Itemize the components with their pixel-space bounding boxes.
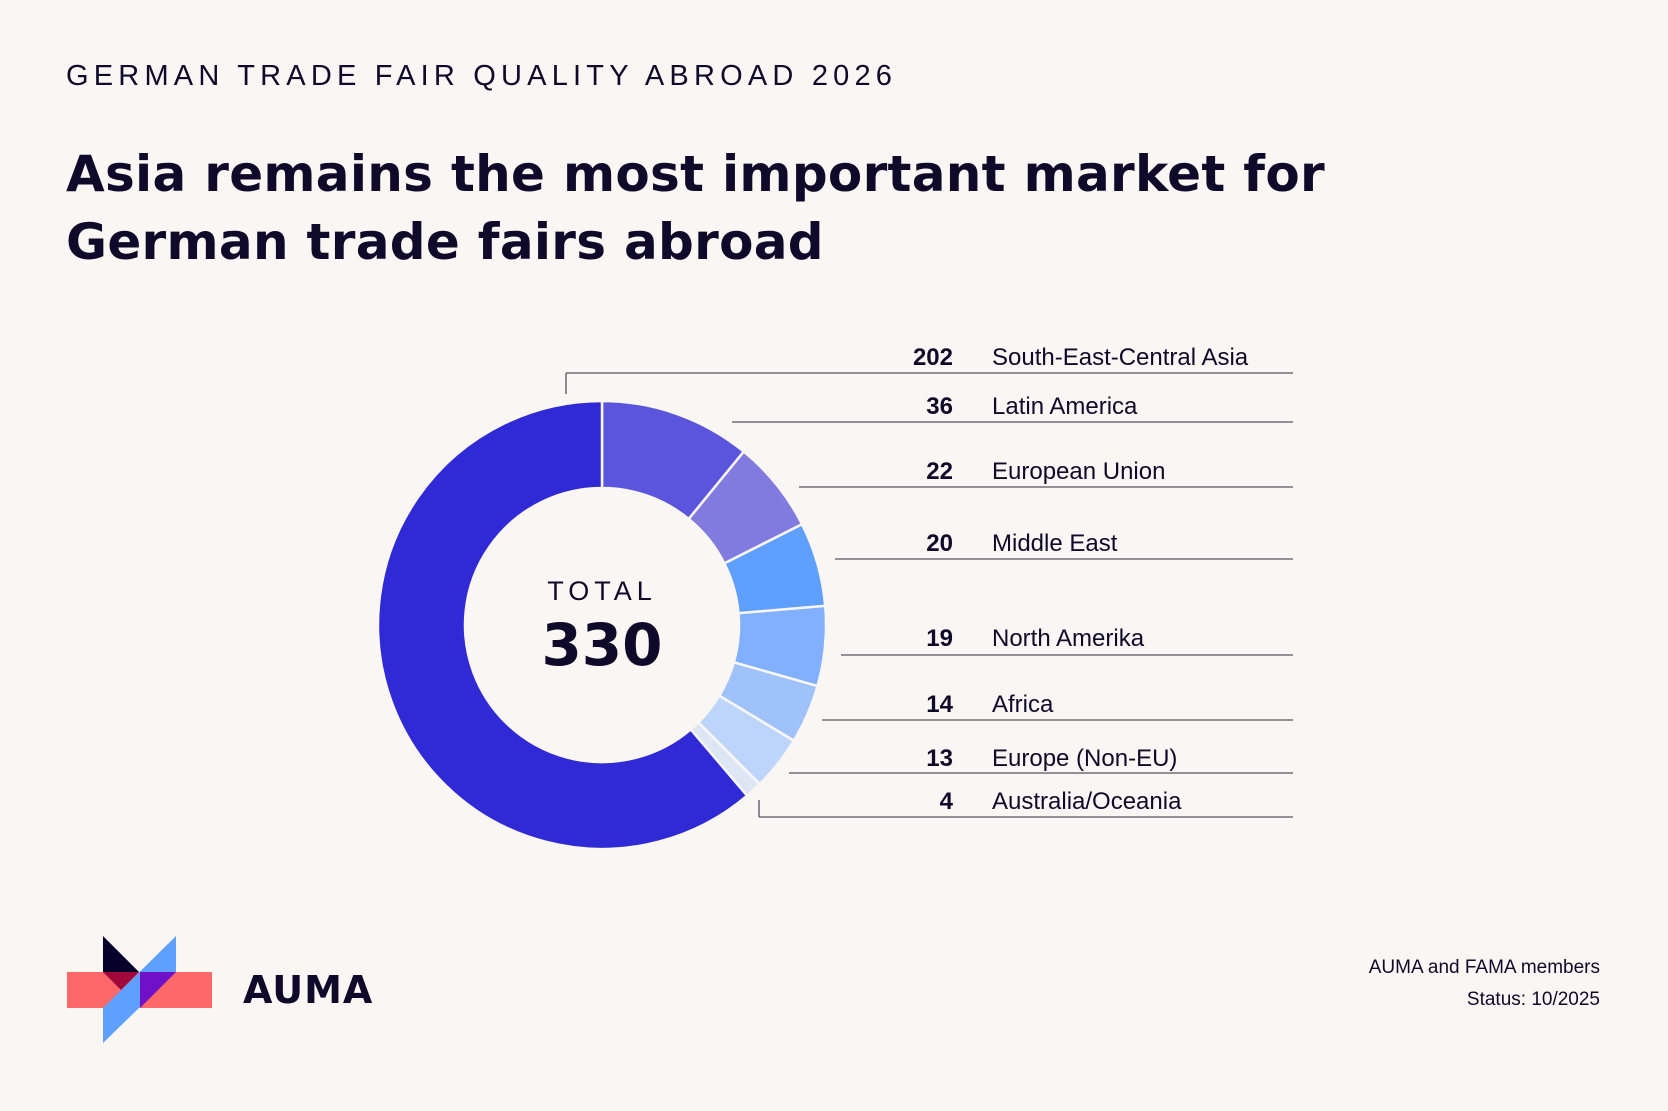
category-label-australia-oceania: Australia/Oceania xyxy=(992,788,1182,815)
category-label-middle-east: Middle East xyxy=(992,530,1118,557)
category-label-africa: Africa xyxy=(992,691,1054,718)
page-title: Asia remains the most important market f… xyxy=(66,145,1325,271)
value-label-middle-east: 20 xyxy=(926,530,953,557)
center-total: 330 xyxy=(541,611,662,679)
value-label-latin-america: 36 xyxy=(926,393,953,420)
value-label-european-union: 22 xyxy=(926,458,953,485)
brand-name: AUMA xyxy=(243,968,374,1012)
value-label-africa: 14 xyxy=(926,691,953,718)
category-label-europe-non-eu-: Europe (Non-EU) xyxy=(992,745,1177,772)
value-label-south-east-central-asia: 202 xyxy=(913,344,953,371)
category-label-european-union: European Union xyxy=(992,458,1165,485)
value-label-australia-oceania: 4 xyxy=(940,788,954,815)
category-label-latin-america: Latin America xyxy=(992,393,1138,420)
source-line: AUMA and FAMA members xyxy=(1368,957,1600,978)
value-label-north-amerika: 19 xyxy=(926,625,953,652)
category-label-north-amerika: North Amerika xyxy=(992,625,1145,652)
category-label-south-east-central-asia: South-East-Central Asia xyxy=(992,344,1249,371)
value-label-europe-non-eu-: 13 xyxy=(926,745,953,772)
kicker: GERMAN TRADE FAIR QUALITY ABROAD 2026 xyxy=(66,60,898,92)
source-note: AUMA and FAMA members Status: 10/2025 xyxy=(1369,952,1600,1016)
slice-south-east-central-asia xyxy=(376,399,749,851)
center-label: TOTAL xyxy=(547,576,657,606)
status-line: Status: 10/2025 xyxy=(1466,989,1600,1010)
